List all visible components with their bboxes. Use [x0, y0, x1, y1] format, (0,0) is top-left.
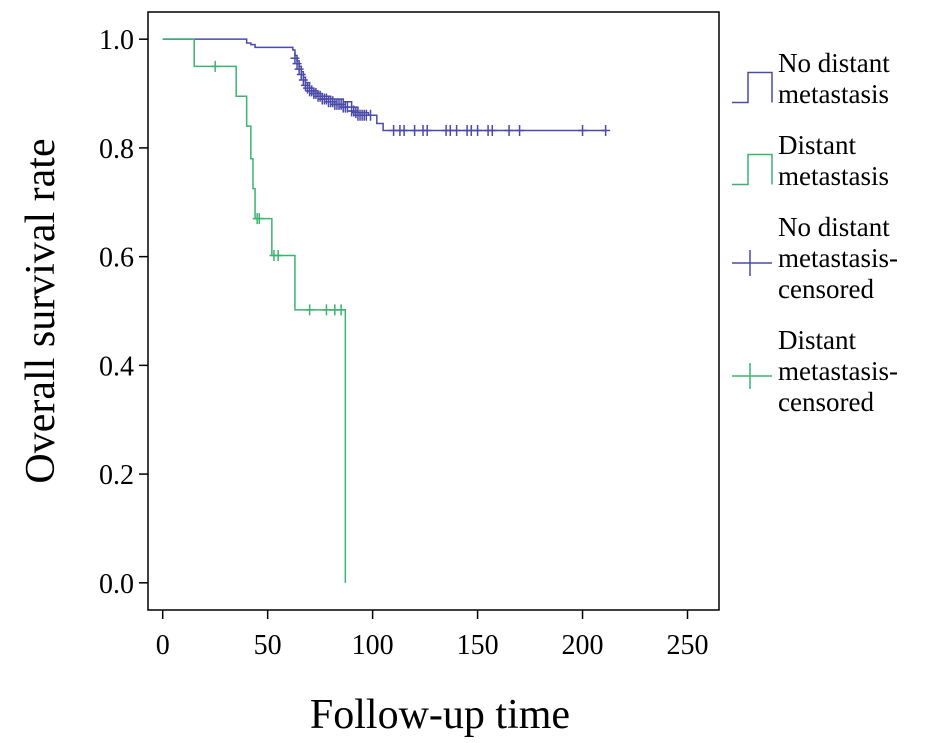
censor-mark — [515, 125, 525, 137]
y-tick-label: 0.2 — [99, 460, 134, 491]
y-axis: 0.0 0.2 0.4 0.6 0.8 1.0 — [99, 25, 148, 600]
censor-mark — [336, 304, 346, 316]
censor-mark — [305, 304, 315, 316]
censor-mark — [321, 304, 331, 316]
y-tick-label: 0.4 — [99, 351, 134, 382]
censor-mark — [422, 125, 432, 137]
x-tick-label: 0 — [156, 630, 170, 661]
censor-mark — [311, 88, 321, 100]
censor-mark — [254, 213, 264, 225]
survival-curve-1 — [162, 38, 606, 132]
legend: No distant metastasis Distant metastasis No … — [732, 48, 898, 417]
censor-mark — [294, 63, 304, 75]
censor-mark — [399, 125, 409, 137]
x-tick-label: 50 — [254, 630, 282, 661]
legend-label-3: No distant metastasis-censored — [778, 212, 898, 304]
legend-swatch-4 — [732, 363, 772, 389]
censor-mark — [292, 58, 302, 70]
censor-mark — [410, 125, 420, 137]
censor-mark — [303, 82, 313, 94]
censor-mark — [366, 109, 376, 121]
censor-mark — [273, 250, 283, 262]
legend-swatch-3 — [732, 250, 772, 276]
censor-mark — [300, 79, 310, 91]
censor-mark — [296, 69, 306, 81]
x-axis: 0 50 100 150 200 250 — [156, 610, 709, 661]
legend-swatch-2 — [732, 153, 773, 186]
y-tick-label: 0.0 — [99, 569, 134, 600]
censor-mark — [601, 125, 611, 137]
legend-label-4: Distant metastasis-censored — [778, 325, 898, 417]
censor-mark — [315, 90, 325, 102]
plot-frame — [147, 11, 720, 611]
censor-mark — [504, 125, 514, 137]
censor-mark — [210, 60, 220, 72]
y-tick-label: 0.8 — [99, 134, 134, 165]
censor-mark — [321, 93, 331, 105]
censor-mark — [336, 98, 346, 110]
y-tick-label: 0.6 — [99, 243, 134, 274]
censor-mark — [328, 96, 338, 108]
x-axis-title: Follow-up time — [310, 692, 570, 738]
x-tick-label: 100 — [352, 630, 394, 661]
censor-mark — [473, 125, 483, 137]
legend-label-2: Distant metastasis — [778, 130, 889, 191]
x-tick-label: 250 — [667, 630, 709, 661]
x-tick-label: 150 — [457, 630, 499, 661]
x-tick-label: 200 — [562, 630, 604, 661]
censor-mark — [487, 125, 497, 137]
survival-curve-2 — [162, 38, 347, 583]
censor-mark — [452, 125, 462, 137]
y-axis-title: Overall survival rate — [18, 138, 64, 483]
series-layer — [162, 38, 611, 583]
censor-mark — [578, 125, 588, 137]
y-tick-label: 1.0 — [99, 25, 134, 56]
censor-mark — [307, 85, 317, 97]
legend-swatch-1 — [732, 71, 773, 104]
censor-mark — [351, 107, 361, 119]
censor-mark — [298, 74, 308, 86]
legend-label-1: No distant metastasis — [778, 48, 890, 109]
censor-mark — [290, 52, 300, 64]
